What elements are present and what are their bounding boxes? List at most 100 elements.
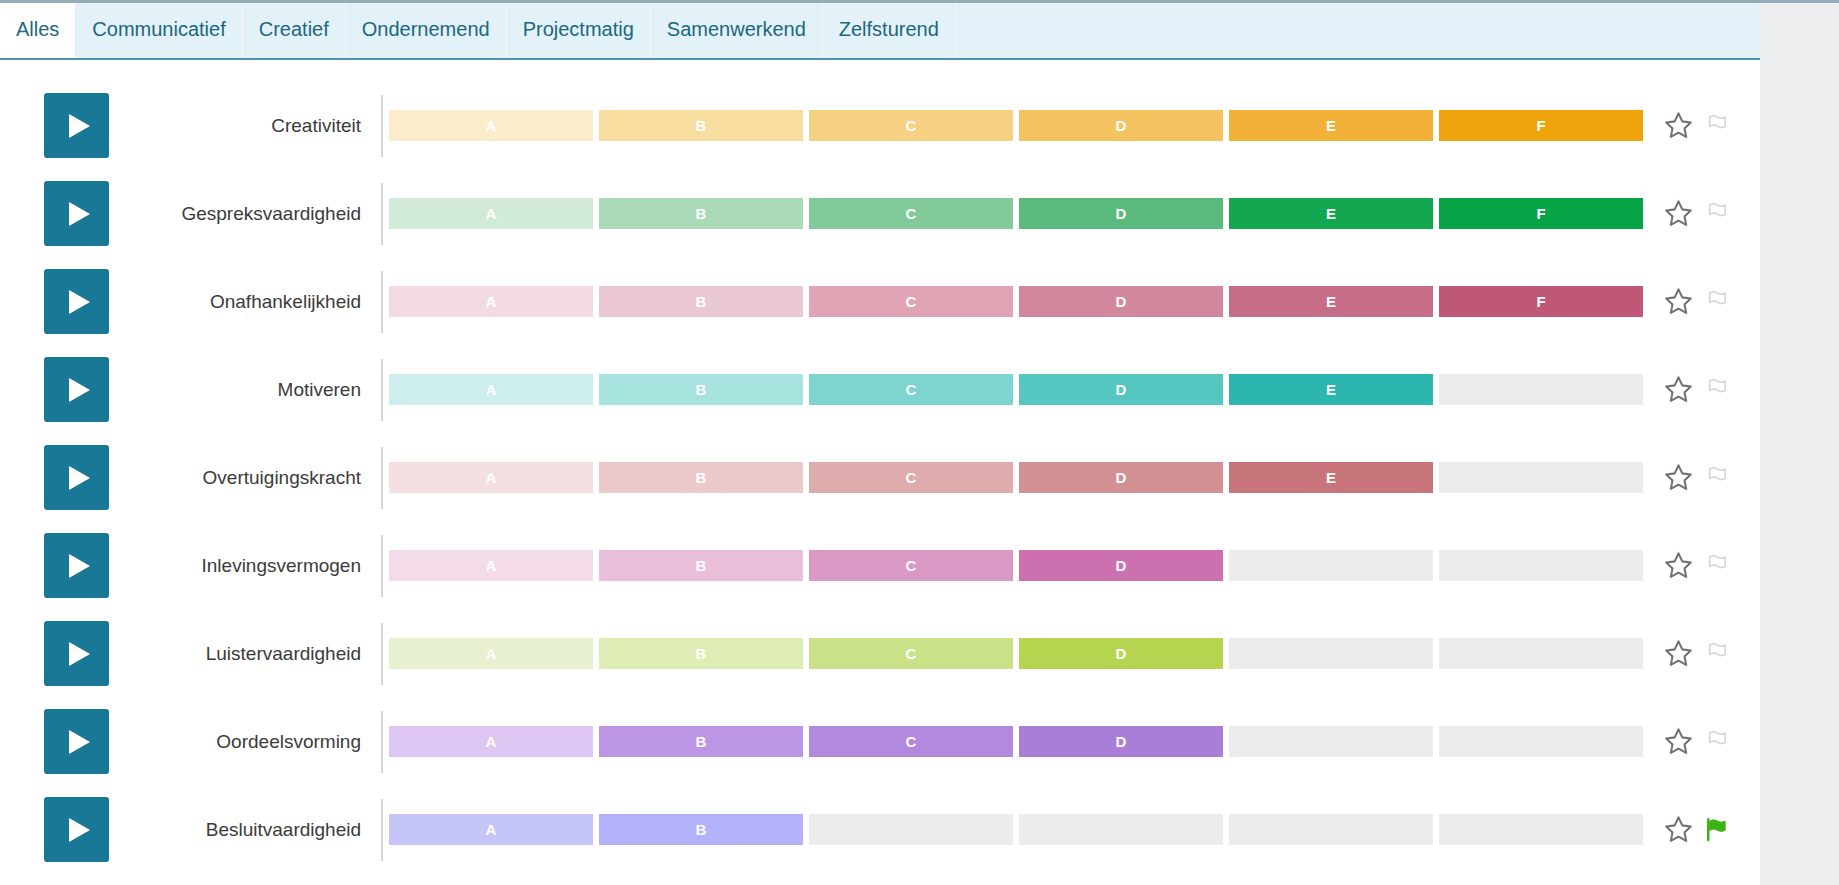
level-segment-e [1229, 638, 1433, 669]
play-button[interactable] [44, 445, 109, 510]
level-segment-a[interactable]: A [389, 374, 593, 405]
star-icon [1663, 550, 1694, 581]
favorite-button[interactable] [1663, 286, 1694, 317]
level-segment-b[interactable]: B [599, 814, 803, 845]
play-button[interactable] [44, 621, 109, 686]
level-segment-e[interactable]: E [1229, 110, 1433, 141]
favorite-button[interactable] [1663, 550, 1694, 581]
star-icon [1663, 814, 1694, 845]
tab-alles[interactable]: Alles [0, 0, 76, 58]
play-icon [69, 290, 90, 314]
tab-projectmatig[interactable]: Projectmatig [507, 0, 651, 58]
level-segment-a[interactable]: A [389, 198, 593, 229]
level-segment-e [1229, 814, 1433, 845]
level-segment-c[interactable]: C [809, 198, 1013, 229]
level-segment-c[interactable]: C [809, 286, 1013, 317]
level-segment-e[interactable]: E [1229, 374, 1433, 405]
level-segment-c [809, 814, 1013, 845]
level-segment-b[interactable]: B [599, 286, 803, 317]
level-segment-e[interactable]: E [1229, 198, 1433, 229]
level-segment-b[interactable]: B [599, 550, 803, 581]
level-segment-f[interactable]: F [1439, 110, 1643, 141]
star-icon [1663, 286, 1694, 317]
skill-label: Motiveren [109, 379, 381, 401]
level-segment-d[interactable]: D [1019, 110, 1223, 141]
flag-button[interactable] [1702, 376, 1729, 403]
level-segment-a[interactable]: A [389, 814, 593, 845]
favorite-button[interactable] [1663, 726, 1694, 757]
level-segment-d[interactable]: D [1019, 286, 1223, 317]
play-icon [69, 642, 90, 666]
level-segment-c[interactable]: C [809, 550, 1013, 581]
tab-creatief[interactable]: Creatief [243, 0, 346, 58]
favorite-button[interactable] [1663, 110, 1694, 141]
top-border [0, 0, 1839, 3]
play-button[interactable] [44, 93, 109, 158]
level-segment-b[interactable]: B [599, 198, 803, 229]
tab-ondernemend[interactable]: Ondernemend [346, 0, 507, 58]
star-icon [1663, 726, 1694, 757]
skill-label: Gespreksvaardigheid [109, 203, 381, 225]
level-segment-e[interactable]: E [1229, 462, 1433, 493]
level-segment-f[interactable]: F [1439, 286, 1643, 317]
level-segment-d[interactable]: D [1019, 198, 1223, 229]
row-actions [1663, 286, 1729, 317]
level-segment-c[interactable]: C [809, 638, 1013, 669]
level-segment-d[interactable]: D [1019, 638, 1223, 669]
favorite-button[interactable] [1663, 638, 1694, 669]
level-segment-a[interactable]: A [389, 726, 593, 757]
play-button[interactable] [44, 357, 109, 422]
level-segment-d[interactable]: D [1019, 374, 1223, 405]
flag-button[interactable] [1702, 288, 1729, 315]
skill-row: InlevingsvermogenABCD [0, 533, 1760, 598]
level-segment-d[interactable]: D [1019, 550, 1223, 581]
level-segment-a[interactable]: A [389, 110, 593, 141]
level-segment-c[interactable]: C [809, 110, 1013, 141]
level-segment-e[interactable]: E [1229, 286, 1433, 317]
level-segment-c[interactable]: C [809, 374, 1013, 405]
level-bar: ABCD [381, 623, 1649, 685]
level-segment-b[interactable]: B [599, 110, 803, 141]
tab-zelfsturend[interactable]: Zelfsturend [823, 0, 956, 58]
level-segment-b[interactable]: B [599, 638, 803, 669]
play-button[interactable] [44, 533, 109, 598]
level-bar: ABCD [381, 535, 1649, 597]
level-segment-d[interactable]: D [1019, 462, 1223, 493]
star-icon [1663, 374, 1694, 405]
row-actions [1663, 814, 1729, 845]
star-icon [1663, 638, 1694, 669]
flag-button[interactable] [1702, 728, 1729, 755]
play-button[interactable] [44, 797, 109, 862]
play-button[interactable] [44, 269, 109, 334]
flag-button[interactable] [1702, 816, 1729, 843]
level-segment-a[interactable]: A [389, 550, 593, 581]
star-icon [1663, 198, 1694, 229]
level-segment-a[interactable]: A [389, 638, 593, 669]
favorite-button[interactable] [1663, 462, 1694, 493]
flag-button[interactable] [1702, 200, 1729, 227]
flag-button[interactable] [1702, 112, 1729, 139]
skill-label: Luistervaardigheid [109, 643, 381, 665]
play-button[interactable] [44, 709, 109, 774]
level-segment-b[interactable]: B [599, 462, 803, 493]
level-segment-f [1439, 374, 1643, 405]
skill-row: Creativiteit ABCDEF [0, 93, 1760, 158]
favorite-button[interactable] [1663, 198, 1694, 229]
level-segment-c[interactable]: C [809, 726, 1013, 757]
flag-button[interactable] [1702, 640, 1729, 667]
skill-label: Creativiteit [109, 115, 381, 137]
tab-samenwerkend[interactable]: Samenwerkend [651, 0, 823, 58]
flag-button[interactable] [1702, 552, 1729, 579]
favorite-button[interactable] [1663, 814, 1694, 845]
favorite-button[interactable] [1663, 374, 1694, 405]
level-segment-b[interactable]: B [599, 726, 803, 757]
level-segment-c[interactable]: C [809, 462, 1013, 493]
level-segment-a[interactable]: A [389, 462, 593, 493]
play-button[interactable] [44, 181, 109, 246]
level-segment-d[interactable]: D [1019, 726, 1223, 757]
level-segment-b[interactable]: B [599, 374, 803, 405]
flag-button[interactable] [1702, 464, 1729, 491]
level-segment-f[interactable]: F [1439, 198, 1643, 229]
level-segment-a[interactable]: A [389, 286, 593, 317]
tab-communicatief[interactable]: Communicatief [76, 0, 242, 58]
